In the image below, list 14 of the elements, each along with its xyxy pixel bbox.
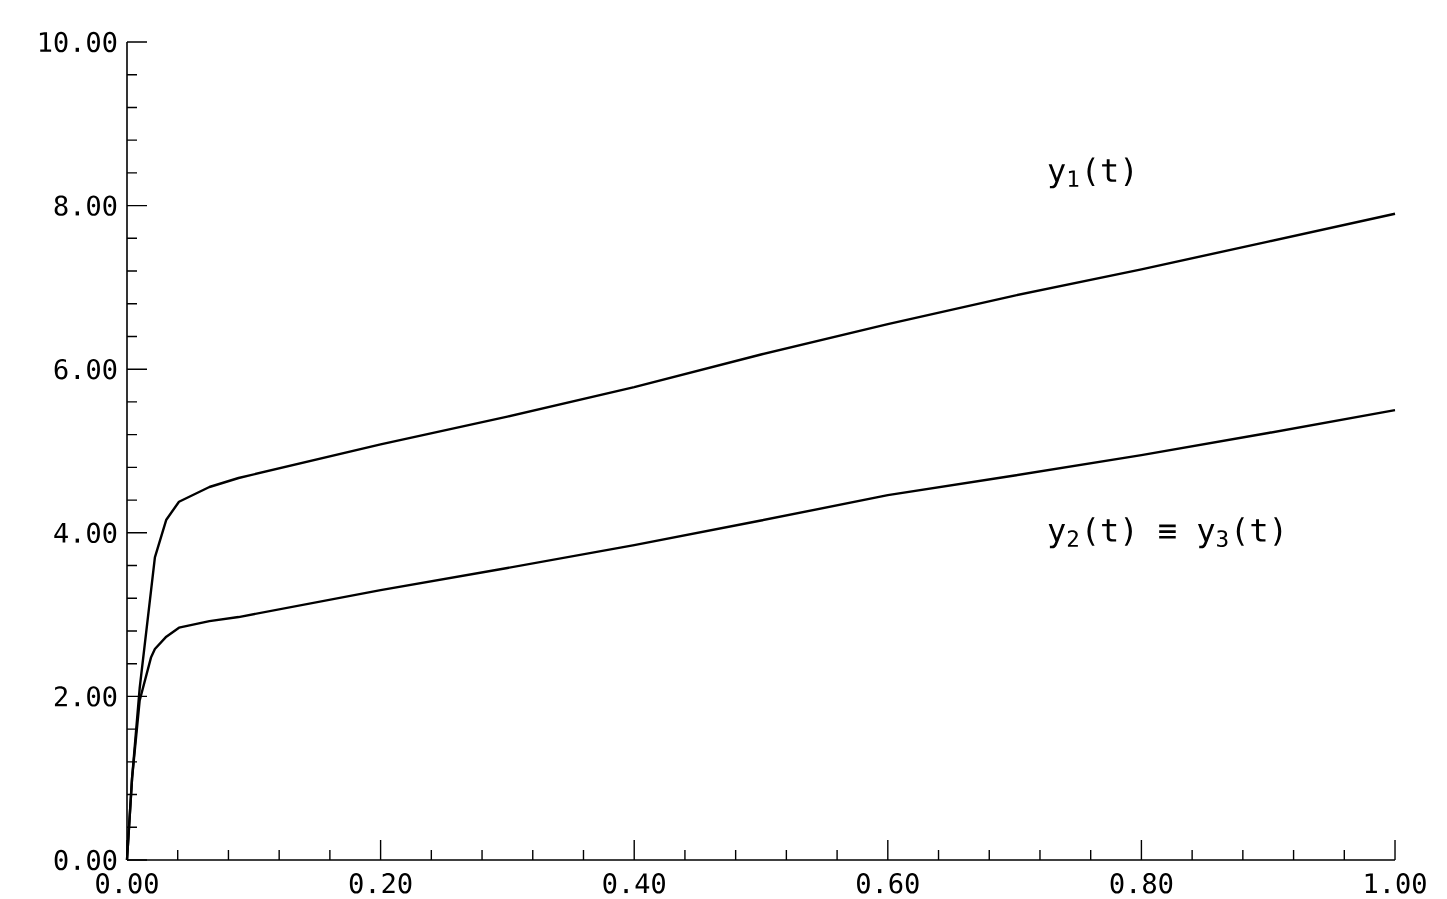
x-tick-label: 0.40 [603,873,665,894]
y-tick-label: 4.00 [54,522,117,543]
x-tick-label: 0.60 [857,873,919,894]
x-tick-label: 0.00 [96,873,158,894]
series-label: y$_{2}$(t) ≡ y$_{3}$(t) [1048,517,1282,549]
x-tick-label: 1.00 [1365,873,1426,894]
y-tick-label: 6.00 [54,358,117,380]
x-tick-label: 0.20 [349,873,412,894]
y-tick-label: 8.00 [54,195,117,216]
y-tick-label: 10.00 [39,31,117,53]
y-tick-label: 2.00 [54,686,117,707]
x-tick-label: 0.80 [1110,873,1173,894]
text: y$_{1}$(t) [1048,157,1132,189]
y-tick-label: 0.00 [54,849,117,871]
